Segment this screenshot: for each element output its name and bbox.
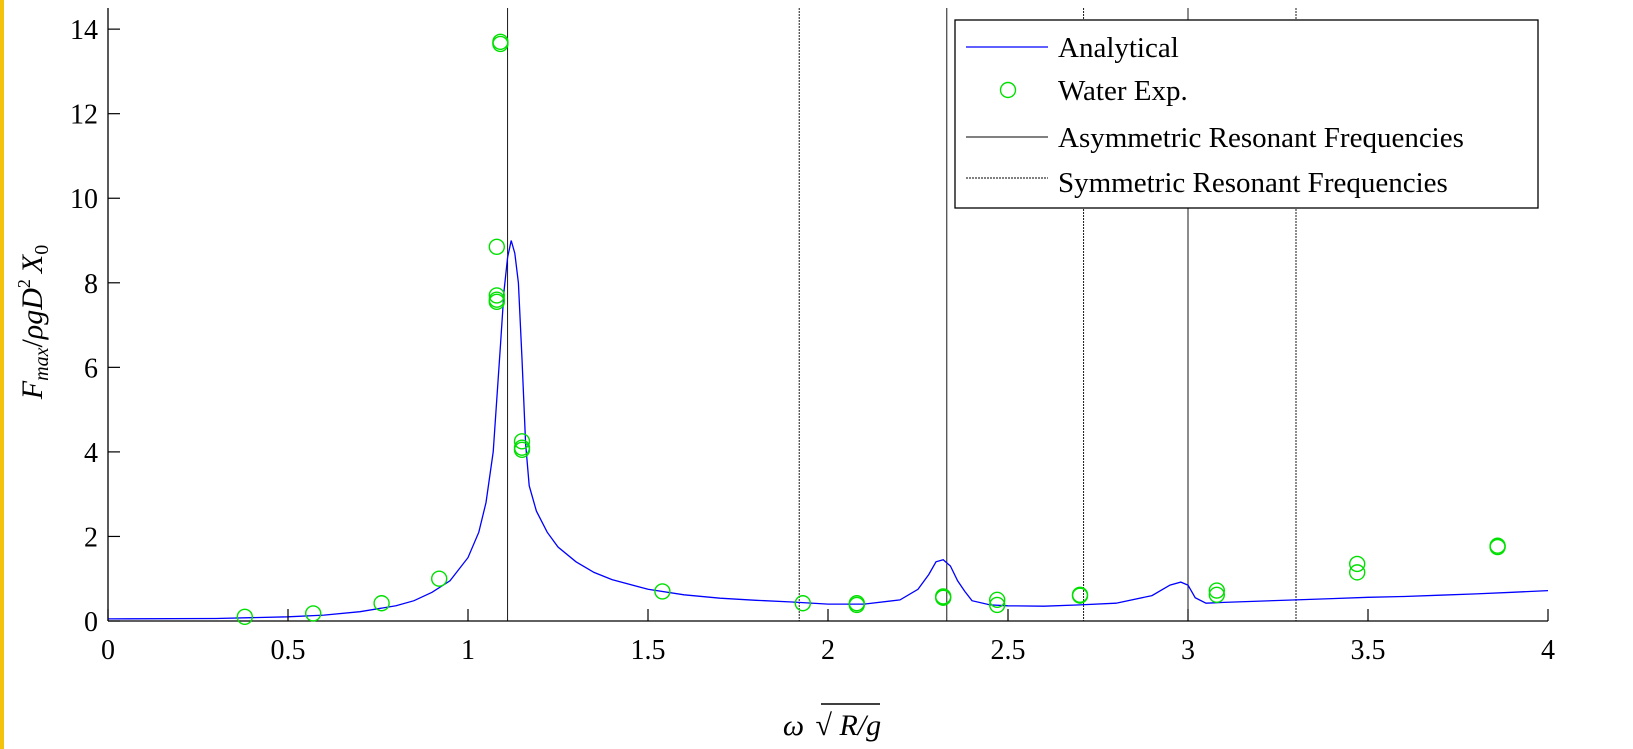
y-tick-label: 12 <box>70 100 98 131</box>
water-exp-point <box>654 583 671 600</box>
water-exp-point <box>1208 586 1226 603</box>
y-axis-title: Fmax/ρgD2 X0 <box>14 245 53 400</box>
water-exp-point <box>513 433 531 450</box>
legend-label-symmetric: Symmetric Resonant Frequencies <box>1058 167 1448 199</box>
left-accent-strip <box>0 0 4 749</box>
x-tick-label: 3.5 <box>1351 635 1386 666</box>
water-exp-point <box>492 33 509 51</box>
y-tick-label: 6 <box>84 353 98 384</box>
legend-box <box>954 19 1539 209</box>
analytical-line <box>107 240 1549 620</box>
axis-ticks: 0 0.5 1 1.5 2 2.5 3 3.5 4 0 2 4 6 8 10 12 14 <box>70 15 1555 666</box>
water-exp-series <box>236 33 1506 625</box>
water-exp-point <box>1208 582 1226 599</box>
y-axis-x0: X <box>16 253 49 274</box>
y-tick-label: 4 <box>84 438 98 469</box>
water-exp-point <box>848 595 865 612</box>
water-exp-point <box>513 441 531 458</box>
y-tick-label: 0 <box>84 607 98 638</box>
water-exp-point <box>1071 587 1089 604</box>
x-tick-label: 1.5 <box>631 635 666 666</box>
x-axis-omega: ω <box>783 709 804 742</box>
water-exp-point <box>1348 555 1366 573</box>
water-exp-point <box>236 608 254 625</box>
water-exp-point <box>989 591 1006 609</box>
legend-label-analytical: Analytical <box>1058 32 1179 64</box>
water-exp-point <box>794 595 811 612</box>
x-axis-radicand: R/g <box>838 709 881 742</box>
water-exp-point <box>935 589 952 606</box>
water-exp-point <box>1348 564 1366 581</box>
y-tick-label: 2 <box>84 522 98 553</box>
y-axis-rho-g-d: ρgD <box>16 288 49 340</box>
x-axis-radical: √ <box>816 709 833 742</box>
water-exp-point <box>373 595 390 612</box>
x-tick-label: 1 <box>461 635 475 666</box>
water-exp-point <box>305 605 322 622</box>
x-tick-label: 3 <box>1181 635 1195 666</box>
water-exp-point <box>488 287 505 304</box>
y-tick-label: 14 <box>70 15 98 46</box>
x-axis-title: ω √ R/g <box>783 709 881 742</box>
legend-label-asymmetric: Asymmetric Resonant Frequencies <box>1058 122 1464 154</box>
water-exp-point <box>935 588 952 605</box>
y-tick-label: 8 <box>84 269 98 300</box>
y-axis-sub-max: max <box>31 347 53 380</box>
x-tick-label: 0 <box>101 635 115 666</box>
y-axis-slash: / <box>16 339 49 348</box>
water-exp-point <box>989 596 1006 614</box>
water-exp-point <box>1489 538 1506 556</box>
water-exp-point <box>431 570 448 587</box>
legend-swatch-water-exp <box>999 81 1017 99</box>
analytical-series <box>107 240 1549 620</box>
y-tick-label: 10 <box>70 184 98 215</box>
x-tick-label: 2.5 <box>991 635 1026 666</box>
legend: Analytical Water Exp. Asymmetric Resonan… <box>954 19 1539 209</box>
x-tick-label: 4 <box>1541 635 1555 666</box>
x-tick-label: 0.5 <box>271 635 306 666</box>
y-axis-sub-0: 0 <box>31 245 53 255</box>
x-tick-label: 2 <box>821 635 835 666</box>
y-axis-sup-2: 2 <box>14 279 34 288</box>
water-exp-point <box>1489 537 1506 554</box>
legend-label-water-exp: Water Exp. <box>1058 75 1188 107</box>
y-axis-fmax: F <box>16 380 49 400</box>
water-exp-point <box>488 238 505 256</box>
water-exp-point <box>488 291 505 308</box>
